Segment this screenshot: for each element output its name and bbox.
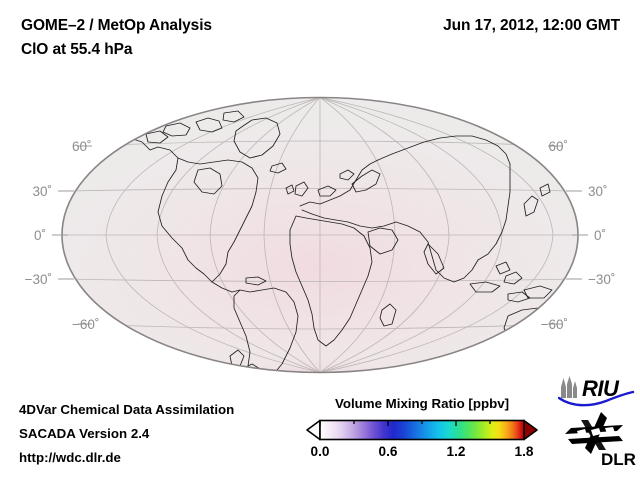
colorbar-tick-1: 0.6 — [378, 444, 398, 459]
timestamp-label: Jun 17, 2012, 12:00 GMT — [443, 17, 620, 34]
lat-label-left-0: 0˚ — [34, 228, 46, 243]
analysis-title: GOME–2 / MetOp Analysis — [21, 17, 212, 34]
riu-swoosh-icon — [557, 390, 635, 407]
lat-label-inner-right-60: 60˚ — [548, 139, 568, 154]
website-url[interactable]: http://wdc.dlr.de — [19, 450, 121, 465]
colorbar-swatch — [306, 419, 538, 441]
riu-logo: RIU — [557, 376, 635, 407]
lat-ticks — [52, 145, 588, 325]
riu-tower-icon — [561, 376, 577, 398]
lat-label-right-0: 0˚ — [594, 228, 606, 243]
dlr-emblem-icon — [565, 412, 623, 454]
assimilation-label: 4DVar Chemical Data Assimilation — [19, 402, 235, 417]
lat-label-left-m30: −30˚ — [25, 272, 52, 287]
colorbar-tick-2: 1.2 — [446, 444, 466, 459]
lat-label-inner-left-60: 60˚ — [72, 139, 92, 154]
colorbar-title: Volume Mixing Ratio [ppbv] — [334, 396, 510, 411]
dlr-logo: DLR — [565, 412, 636, 468]
colorbar-tick-0: 0.0 — [310, 444, 330, 459]
lat-label-inner-left-m60: −60˚ — [72, 317, 99, 332]
lat-label-right-m30: −30˚ — [588, 272, 615, 287]
version-label: SACADA Version 2.4 — [19, 426, 150, 441]
species-level-subtitle: ClO at 55.4 hPa — [21, 41, 133, 58]
lat-label-inner-right-m60: −60˚ — [541, 317, 568, 332]
colorbar-ticks — [319, 420, 525, 426]
dlr-wordmark: DLR — [601, 450, 636, 468]
colorbar-extend-right — [523, 419, 538, 441]
colorbar-tick-3: 1.8 — [514, 444, 534, 459]
colorbar-extend-left — [306, 419, 321, 441]
lat-label-left-30: 30˚ — [32, 184, 52, 199]
world-map: 30˚ 0˚ −30˚ 30˚ 0˚ −30˚ 60˚ 60˚ −60˚ −60… — [0, 78, 640, 388]
colorbar: Volume Mixing Ratio [ppbv] — [306, 396, 538, 468]
lat-label-right-30: 30˚ — [588, 184, 608, 199]
mollweide-map-svg: 30˚ 0˚ −30˚ 30˚ 0˚ −30˚ 60˚ 60˚ −60˚ −60… — [25, 96, 615, 374]
